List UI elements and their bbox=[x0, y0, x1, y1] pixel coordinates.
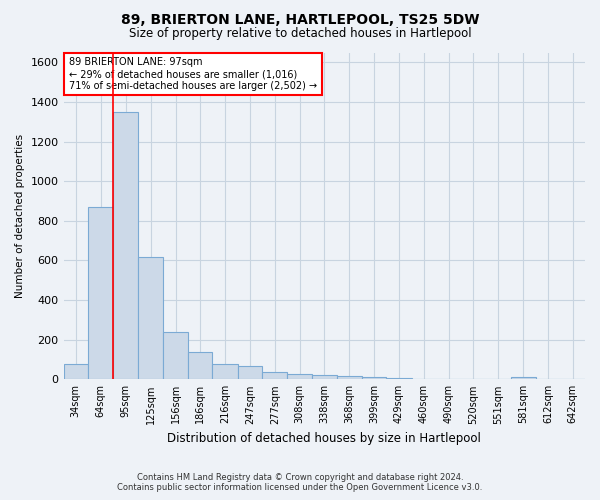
Bar bbox=[64, 364, 88, 380]
Bar bbox=[337, 376, 362, 380]
Bar bbox=[386, 378, 412, 380]
Bar bbox=[511, 377, 536, 380]
Bar bbox=[238, 366, 262, 380]
Bar bbox=[188, 352, 212, 380]
Text: 89, BRIERTON LANE, HARTLEPOOL, TS25 5DW: 89, BRIERTON LANE, HARTLEPOOL, TS25 5DW bbox=[121, 12, 479, 26]
Bar bbox=[88, 207, 113, 380]
X-axis label: Distribution of detached houses by size in Hartlepool: Distribution of detached houses by size … bbox=[167, 432, 481, 445]
Text: Size of property relative to detached houses in Hartlepool: Size of property relative to detached ho… bbox=[128, 28, 472, 40]
Text: Contains HM Land Registry data © Crown copyright and database right 2024.
Contai: Contains HM Land Registry data © Crown c… bbox=[118, 473, 482, 492]
Bar bbox=[362, 378, 386, 380]
Bar bbox=[262, 372, 287, 380]
Y-axis label: Number of detached properties: Number of detached properties bbox=[15, 134, 25, 298]
Bar bbox=[113, 112, 138, 380]
Bar bbox=[312, 375, 337, 380]
Bar bbox=[163, 332, 188, 380]
Text: 89 BRIERTON LANE: 97sqm
← 29% of detached houses are smaller (1,016)
71% of semi: 89 BRIERTON LANE: 97sqm ← 29% of detache… bbox=[69, 58, 317, 90]
Bar bbox=[287, 374, 312, 380]
Bar bbox=[138, 256, 163, 380]
Bar bbox=[212, 364, 238, 380]
